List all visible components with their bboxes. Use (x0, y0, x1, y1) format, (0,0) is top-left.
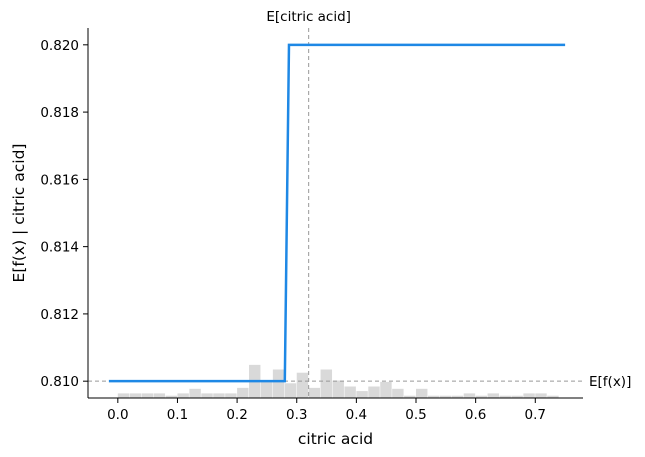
axes: 0.0 0.1 0.2 0.3 0.4 0.5 0.6 0.7 0.810 0.812 0.814 0… (40, 28, 583, 423)
x-tick-label: 0.5 (405, 407, 426, 423)
histogram-bar (153, 393, 166, 398)
x-axis-label: citric acid (298, 430, 373, 448)
histogram-bar (284, 383, 297, 398)
histogram-bar (129, 393, 142, 398)
series-line-layer (108, 43, 566, 383)
x-tick-label: 0.0 (107, 407, 128, 423)
x-tick-label: 0.1 (167, 407, 188, 423)
y-tick-label: 0.820 (40, 38, 79, 54)
histogram-bar (237, 387, 249, 398)
histogram-bar (404, 395, 416, 398)
x-tick-label: 0.6 (465, 407, 486, 423)
expected-value-y-label: E[f(x)] (589, 374, 631, 390)
x-tick-label: 0.7 (525, 407, 546, 423)
histogram-bar (308, 387, 321, 398)
histogram-bar (332, 380, 344, 398)
histogram-bar (213, 393, 225, 398)
histogram-bar (272, 369, 285, 398)
histogram-bar (487, 393, 500, 398)
histogram-bar (427, 395, 440, 398)
histogram-bar (380, 381, 392, 398)
expected-value-x-label: E[citric acid] (266, 9, 351, 25)
y-tick-label: 0.816 (40, 172, 79, 188)
y-tick-label: 0.814 (40, 240, 79, 256)
histogram-bar (547, 395, 559, 398)
histogram-bar (320, 369, 333, 398)
x-tick-label: 0.3 (286, 407, 307, 423)
histogram-bar (344, 386, 356, 398)
histogram-bar (225, 393, 237, 398)
y-tick-label: 0.810 (40, 374, 79, 390)
partial-dependence-line (108, 43, 566, 383)
histogram-bar (177, 393, 189, 398)
histogram-bar (451, 395, 464, 398)
y-tick-label: 0.812 (40, 307, 79, 323)
x-tick-label: 0.2 (226, 407, 247, 423)
histogram-bar (356, 391, 368, 398)
histogram-bar (523, 393, 535, 398)
histogram-bar (165, 395, 177, 398)
histogram-bar (499, 395, 511, 398)
histogram-bar (392, 388, 404, 398)
histogram-bar (296, 372, 309, 398)
y-tick-label: 0.818 (40, 105, 79, 121)
histogram-bar (463, 393, 476, 398)
y-axis-label: E[f(x) | citric acid] (10, 144, 28, 283)
histogram-bar (535, 393, 547, 398)
histogram-bar (475, 395, 488, 398)
histogram-bar (189, 388, 201, 398)
histogram-bar (511, 395, 523, 398)
histogram-bar (260, 380, 273, 398)
histogram-bar (201, 393, 213, 398)
histogram-bar (117, 393, 130, 398)
histogram-bar (141, 393, 154, 398)
x-tick-label: 0.4 (346, 407, 367, 423)
histogram-bar (416, 388, 428, 398)
histogram-bar (439, 395, 452, 398)
histogram-bar (368, 386, 380, 398)
reference-lines (88, 28, 583, 398)
